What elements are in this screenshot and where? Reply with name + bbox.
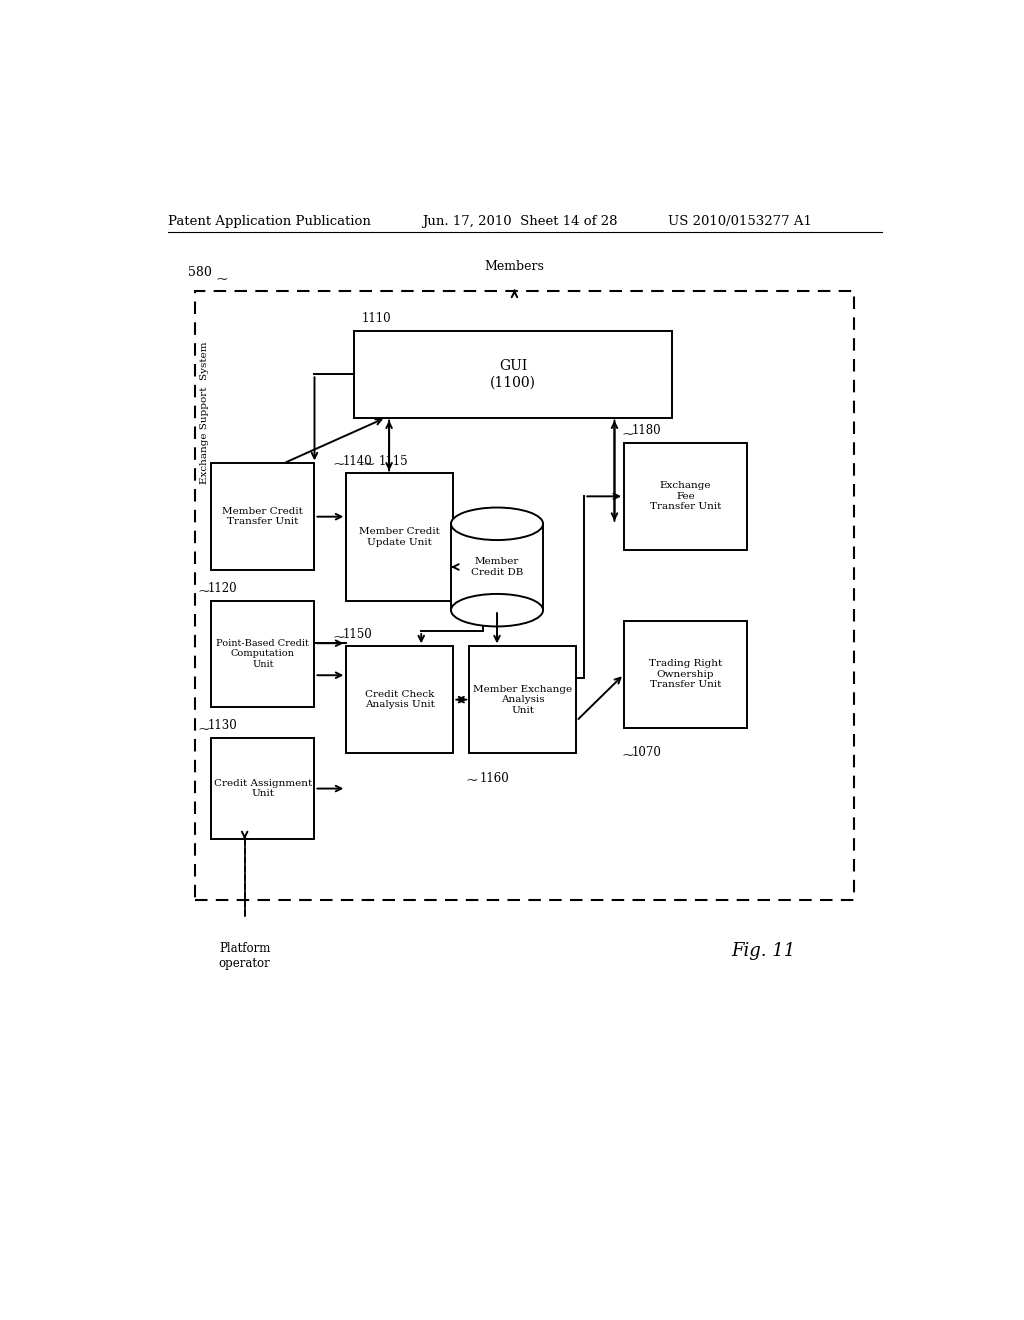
Bar [451, 524, 543, 610]
Text: ~: ~ [465, 775, 478, 788]
Text: GUI
(1100): GUI (1100) [489, 359, 536, 389]
Text: ~: ~ [332, 458, 345, 473]
Text: ~: ~ [197, 585, 210, 599]
FancyBboxPatch shape [211, 463, 314, 570]
Text: Trading Right
Ownership
Transfer Unit: Trading Right Ownership Transfer Unit [649, 659, 722, 689]
Text: Member Credit
Transfer Unit: Member Credit Transfer Unit [222, 507, 303, 527]
Text: 1150: 1150 [342, 627, 372, 640]
Text: ~: ~ [215, 273, 228, 288]
Text: 1120: 1120 [207, 582, 237, 595]
Text: 1180: 1180 [632, 424, 662, 437]
FancyBboxPatch shape [624, 444, 748, 549]
Text: Member
Credit DB: Member Credit DB [471, 557, 523, 577]
Text: 1070: 1070 [632, 747, 662, 759]
FancyBboxPatch shape [196, 290, 854, 900]
Text: Credit Assignment
Unit: Credit Assignment Unit [214, 779, 312, 799]
Text: ~: ~ [362, 458, 375, 473]
Text: ~: ~ [622, 428, 635, 442]
FancyBboxPatch shape [354, 331, 672, 417]
Text: 580: 580 [187, 265, 211, 279]
Text: Point-Based Credit
Computation
Unit: Point-Based Credit Computation Unit [216, 639, 309, 669]
Text: Fig. 11: Fig. 11 [731, 942, 796, 960]
Text: Members: Members [484, 260, 545, 273]
FancyBboxPatch shape [346, 474, 454, 601]
Text: ~: ~ [622, 748, 635, 763]
Text: 1115: 1115 [379, 455, 408, 467]
Ellipse shape [451, 594, 543, 627]
Text: Patent Application Publication: Patent Application Publication [168, 215, 371, 228]
Text: ~: ~ [197, 722, 210, 737]
Text: US 2010/0153277 A1: US 2010/0153277 A1 [668, 215, 812, 228]
Text: Credit Check
Analysis Unit: Credit Check Analysis Unit [365, 690, 435, 709]
Text: Platform
operator: Platform operator [219, 942, 270, 970]
Text: 1160: 1160 [480, 772, 510, 785]
Text: Exchange
Fee
Transfer Unit: Exchange Fee Transfer Unit [650, 482, 721, 511]
Text: Exchange Support  System: Exchange Support System [201, 342, 210, 484]
FancyBboxPatch shape [624, 620, 748, 727]
Text: ~: ~ [332, 631, 345, 645]
Text: 1140: 1140 [342, 455, 372, 467]
Text: Jun. 17, 2010  Sheet 14 of 28: Jun. 17, 2010 Sheet 14 of 28 [422, 215, 617, 228]
Text: 1110: 1110 [362, 313, 392, 326]
FancyBboxPatch shape [469, 647, 577, 752]
Text: Member Credit
Update Unit: Member Credit Update Unit [359, 527, 440, 546]
Text: Member Exchange
Analysis
Unit: Member Exchange Analysis Unit [473, 685, 572, 714]
Ellipse shape [451, 507, 543, 540]
FancyBboxPatch shape [211, 601, 314, 708]
FancyBboxPatch shape [211, 738, 314, 840]
FancyBboxPatch shape [346, 647, 454, 752]
Text: 1130: 1130 [207, 719, 238, 733]
